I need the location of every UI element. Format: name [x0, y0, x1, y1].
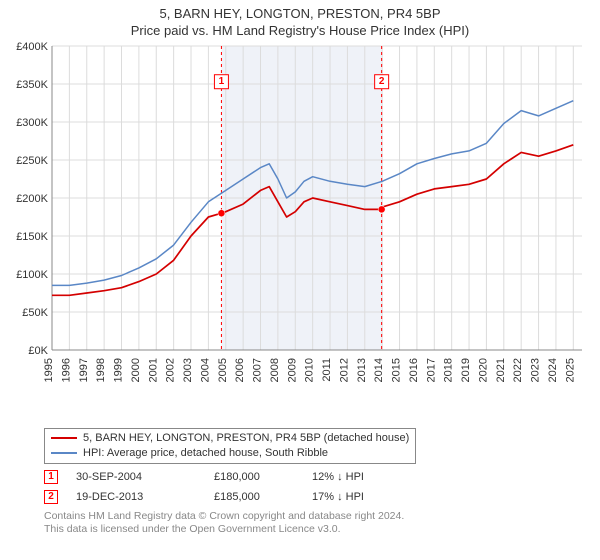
svg-text:2000: 2000 [130, 358, 142, 382]
svg-text:2020: 2020 [477, 358, 489, 382]
svg-text:2017: 2017 [425, 358, 437, 382]
svg-text:2012: 2012 [338, 358, 350, 382]
svg-text:£300K: £300K [16, 117, 48, 129]
svg-text:2004: 2004 [199, 358, 211, 382]
svg-text:£0K: £0K [28, 345, 48, 357]
event-price: £185,000 [214, 491, 294, 503]
svg-text:2019: 2019 [460, 358, 472, 382]
title-line-2: Price paid vs. HM Land Registry's House … [8, 23, 592, 38]
svg-text:2002: 2002 [165, 358, 177, 382]
svg-text:1: 1 [219, 76, 225, 87]
footer-line-1: Contains HM Land Registry data © Crown c… [44, 510, 592, 523]
svg-text:1998: 1998 [95, 358, 107, 382]
svg-text:2008: 2008 [269, 358, 281, 382]
legend-label: HPI: Average price, detached house, Sout… [83, 446, 328, 461]
svg-text:£250K: £250K [16, 155, 48, 167]
svg-text:£150K: £150K [16, 231, 48, 243]
title-line-1: 5, BARN HEY, LONGTON, PRESTON, PR4 5BP [8, 6, 592, 21]
svg-text:2006: 2006 [234, 358, 246, 382]
price-chart: £0K £50K £100K £150K £200K £250K £300K £350K £40… [8, 42, 590, 422]
legend-row: 5, BARN HEY, LONGTON, PRESTON, PR4 5BP (… [51, 431, 409, 446]
svg-text:1997: 1997 [78, 358, 90, 382]
svg-text:2010: 2010 [304, 358, 316, 382]
event-delta: 12% ↓ HPI [312, 471, 364, 483]
svg-text:2024: 2024 [547, 358, 559, 382]
event-row: 2 19-DEC-2013 £185,000 17% ↓ HPI [44, 490, 592, 504]
svg-text:£200K: £200K [16, 193, 48, 205]
event-marker: 2 [44, 490, 58, 504]
legend: 5, BARN HEY, LONGTON, PRESTON, PR4 5BP (… [44, 428, 416, 464]
event-table: 1 30-SEP-2004 £180,000 12% ↓ HPI 2 19-DEC-201… [44, 470, 592, 504]
legend-label: 5, BARN HEY, LONGTON, PRESTON, PR4 5BP (… [83, 431, 409, 446]
svg-text:£100K: £100K [16, 269, 48, 281]
svg-text:2016: 2016 [408, 358, 420, 382]
svg-text:£350K: £350K [16, 79, 48, 91]
footer-attribution: Contains HM Land Registry data © Crown c… [44, 510, 592, 536]
svg-text:£400K: £400K [16, 42, 48, 53]
svg-text:2013: 2013 [356, 358, 368, 382]
svg-text:2014: 2014 [373, 358, 385, 382]
legend-swatch [51, 452, 77, 454]
svg-text:2: 2 [379, 76, 385, 87]
svg-text:1996: 1996 [60, 358, 72, 382]
svg-text:2018: 2018 [443, 358, 455, 382]
event-date: 19-DEC-2013 [76, 491, 196, 503]
svg-text:£50K: £50K [22, 307, 48, 319]
svg-text:2005: 2005 [217, 358, 229, 382]
svg-text:1999: 1999 [113, 358, 125, 382]
svg-text:2003: 2003 [182, 358, 194, 382]
svg-text:2009: 2009 [286, 358, 298, 382]
event-delta: 17% ↓ HPI [312, 491, 364, 503]
svg-text:2007: 2007 [252, 358, 264, 382]
svg-text:1995: 1995 [43, 358, 55, 382]
svg-text:2023: 2023 [530, 358, 542, 382]
svg-text:2015: 2015 [391, 358, 403, 382]
event-marker: 1 [44, 470, 58, 484]
svg-text:2021: 2021 [495, 358, 507, 382]
svg-text:2011: 2011 [321, 358, 333, 382]
svg-text:2001: 2001 [147, 358, 159, 382]
event-date: 30-SEP-2004 [76, 471, 196, 483]
svg-text:2022: 2022 [512, 358, 524, 382]
event-price: £180,000 [214, 471, 294, 483]
footer-line-2: This data is licensed under the Open Gov… [44, 523, 592, 536]
svg-text:2025: 2025 [564, 358, 576, 382]
event-row: 1 30-SEP-2004 £180,000 12% ↓ HPI [44, 470, 592, 484]
legend-swatch [51, 437, 77, 439]
legend-row: HPI: Average price, detached house, Sout… [51, 446, 409, 461]
